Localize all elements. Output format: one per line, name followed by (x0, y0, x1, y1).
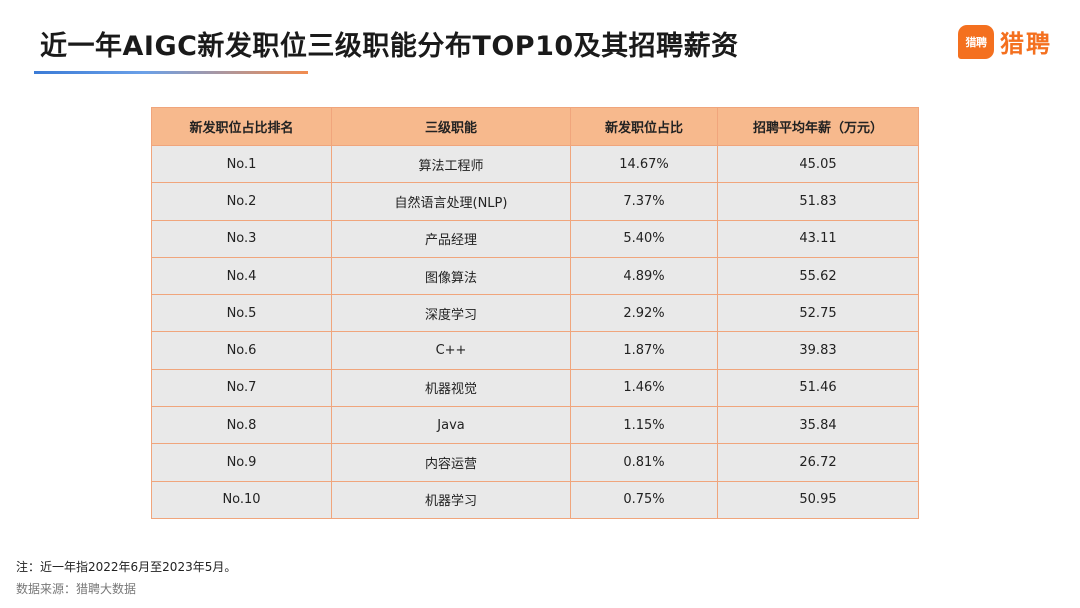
footnote: 注：近一年指2022年6月至2023年5月。 (16, 560, 237, 574)
rank-cell: No.10 (151, 480, 332, 519)
table-row: No.6 C++ 1.87% 39.83 (151, 331, 919, 370)
function-cell: 图像算法 (331, 256, 571, 296)
table-row: No.8 Java 1.15% 35.84 (151, 406, 919, 445)
rank-cell: No.7 (151, 368, 332, 408)
logo-text: 猎聘 (1000, 30, 1052, 58)
share-cell: 0.81% (570, 443, 718, 482)
rank-cell: No.6 (151, 331, 332, 370)
title-underline (34, 71, 308, 74)
page-title: 近一年AIGC新发职位三级职能分布TOP10及其招聘薪资 (40, 31, 739, 62)
data-source: 数据来源：猎聘大数据 (16, 582, 137, 596)
function-cell: 内容运营 (331, 443, 571, 482)
share-cell: 5.40% (570, 219, 718, 258)
salary-cell: 51.46 (717, 368, 919, 408)
function-cell: 自然语言处理(NLP) (331, 182, 571, 221)
salary-cell: 26.72 (717, 443, 919, 482)
salary-cell: 55.62 (717, 256, 919, 296)
salary-cell: 45.05 (717, 144, 919, 184)
table-row: No.10 机器学习 0.75% 50.95 (151, 480, 919, 519)
rank-cell: No.1 (151, 144, 332, 184)
salary-cell: 52.75 (717, 294, 919, 333)
share-cell: 1.15% (570, 406, 718, 445)
column-header: 新发职位占比排名 (151, 107, 332, 146)
logo-badge-icon: 猎聘 (958, 24, 994, 59)
salary-cell: 43.11 (717, 219, 919, 258)
share-cell: 1.87% (570, 331, 718, 370)
salary-cell: 51.83 (717, 182, 919, 221)
liepin-logo: 猎聘 猎聘 (958, 24, 1052, 59)
table-row: No.9 内容运营 0.81% 26.72 (151, 443, 919, 482)
function-cell: 机器视觉 (331, 368, 571, 408)
salary-cell: 39.83 (717, 331, 919, 370)
rank-cell: No.3 (151, 219, 332, 258)
table-row: No.4 图像算法 4.89% 55.62 (151, 256, 919, 296)
column-header: 新发职位占比 (570, 107, 718, 146)
table-header-row: 新发职位占比排名 三级职能 新发职位占比 招聘平均年薪（万元） (151, 107, 919, 146)
share-cell: 1.46% (570, 368, 718, 408)
rank-cell: No.4 (151, 256, 332, 296)
rank-cell: No.5 (151, 294, 332, 333)
table-row: No.3 产品经理 5.40% 43.11 (151, 219, 919, 258)
function-cell: 机器学习 (331, 480, 571, 519)
rank-cell: No.2 (151, 182, 332, 221)
salary-cell: 35.84 (717, 406, 919, 445)
rank-cell: No.9 (151, 443, 332, 482)
table-row: No.7 机器视觉 1.46% 51.46 (151, 368, 919, 408)
rank-cell: No.8 (151, 406, 332, 445)
function-cell: 算法工程师 (331, 144, 571, 184)
table-row: No.1 算法工程师 14.67% 45.05 (151, 144, 919, 184)
table-row: No.2 自然语言处理(NLP) 7.37% 51.83 (151, 182, 919, 221)
share-cell: 0.75% (570, 480, 718, 519)
function-cell: 深度学习 (331, 294, 571, 333)
salary-cell: 50.95 (717, 480, 919, 519)
function-cell: 产品经理 (331, 219, 571, 258)
job-function-table: 新发职位占比排名 三级职能 新发职位占比 招聘平均年薪（万元） No.1 算法工程… (151, 107, 919, 519)
column-header: 三级职能 (331, 107, 571, 146)
share-cell: 4.89% (570, 256, 718, 296)
share-cell: 2.92% (570, 294, 718, 333)
share-cell: 7.37% (570, 182, 718, 221)
share-cell: 14.67% (570, 144, 718, 184)
function-cell: C++ (331, 331, 571, 370)
column-header: 招聘平均年薪（万元） (717, 107, 919, 146)
function-cell: Java (331, 406, 571, 445)
table-row: No.5 深度学习 2.92% 52.75 (151, 294, 919, 333)
